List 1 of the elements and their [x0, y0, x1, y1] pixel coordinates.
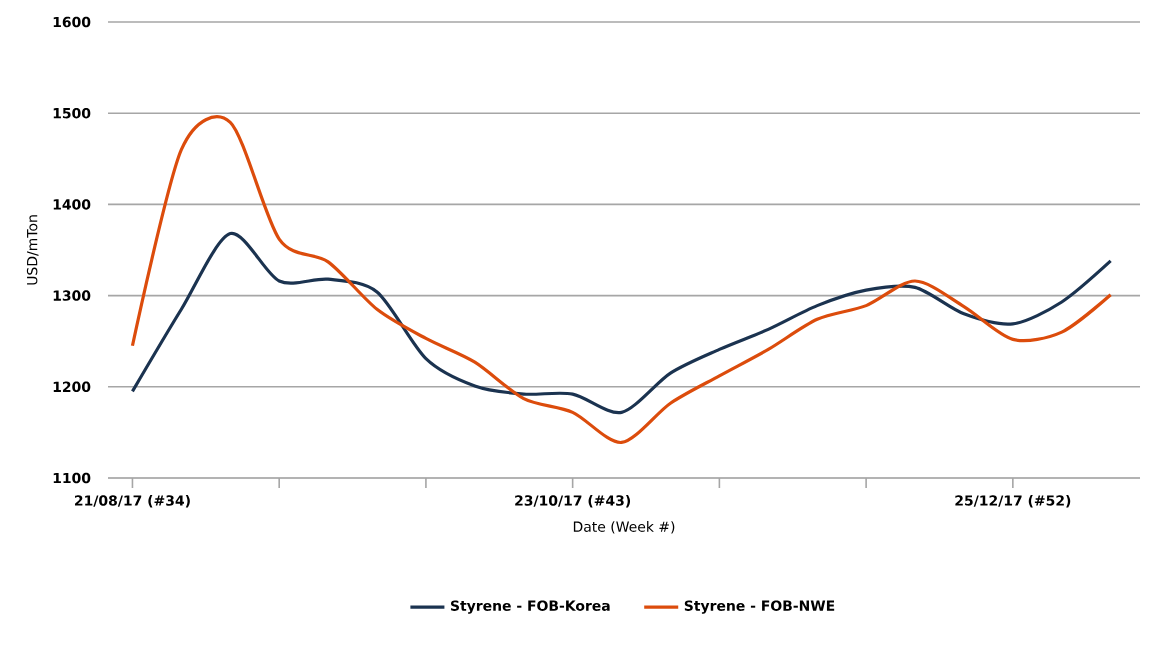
line-series — [130, 231, 1113, 415]
